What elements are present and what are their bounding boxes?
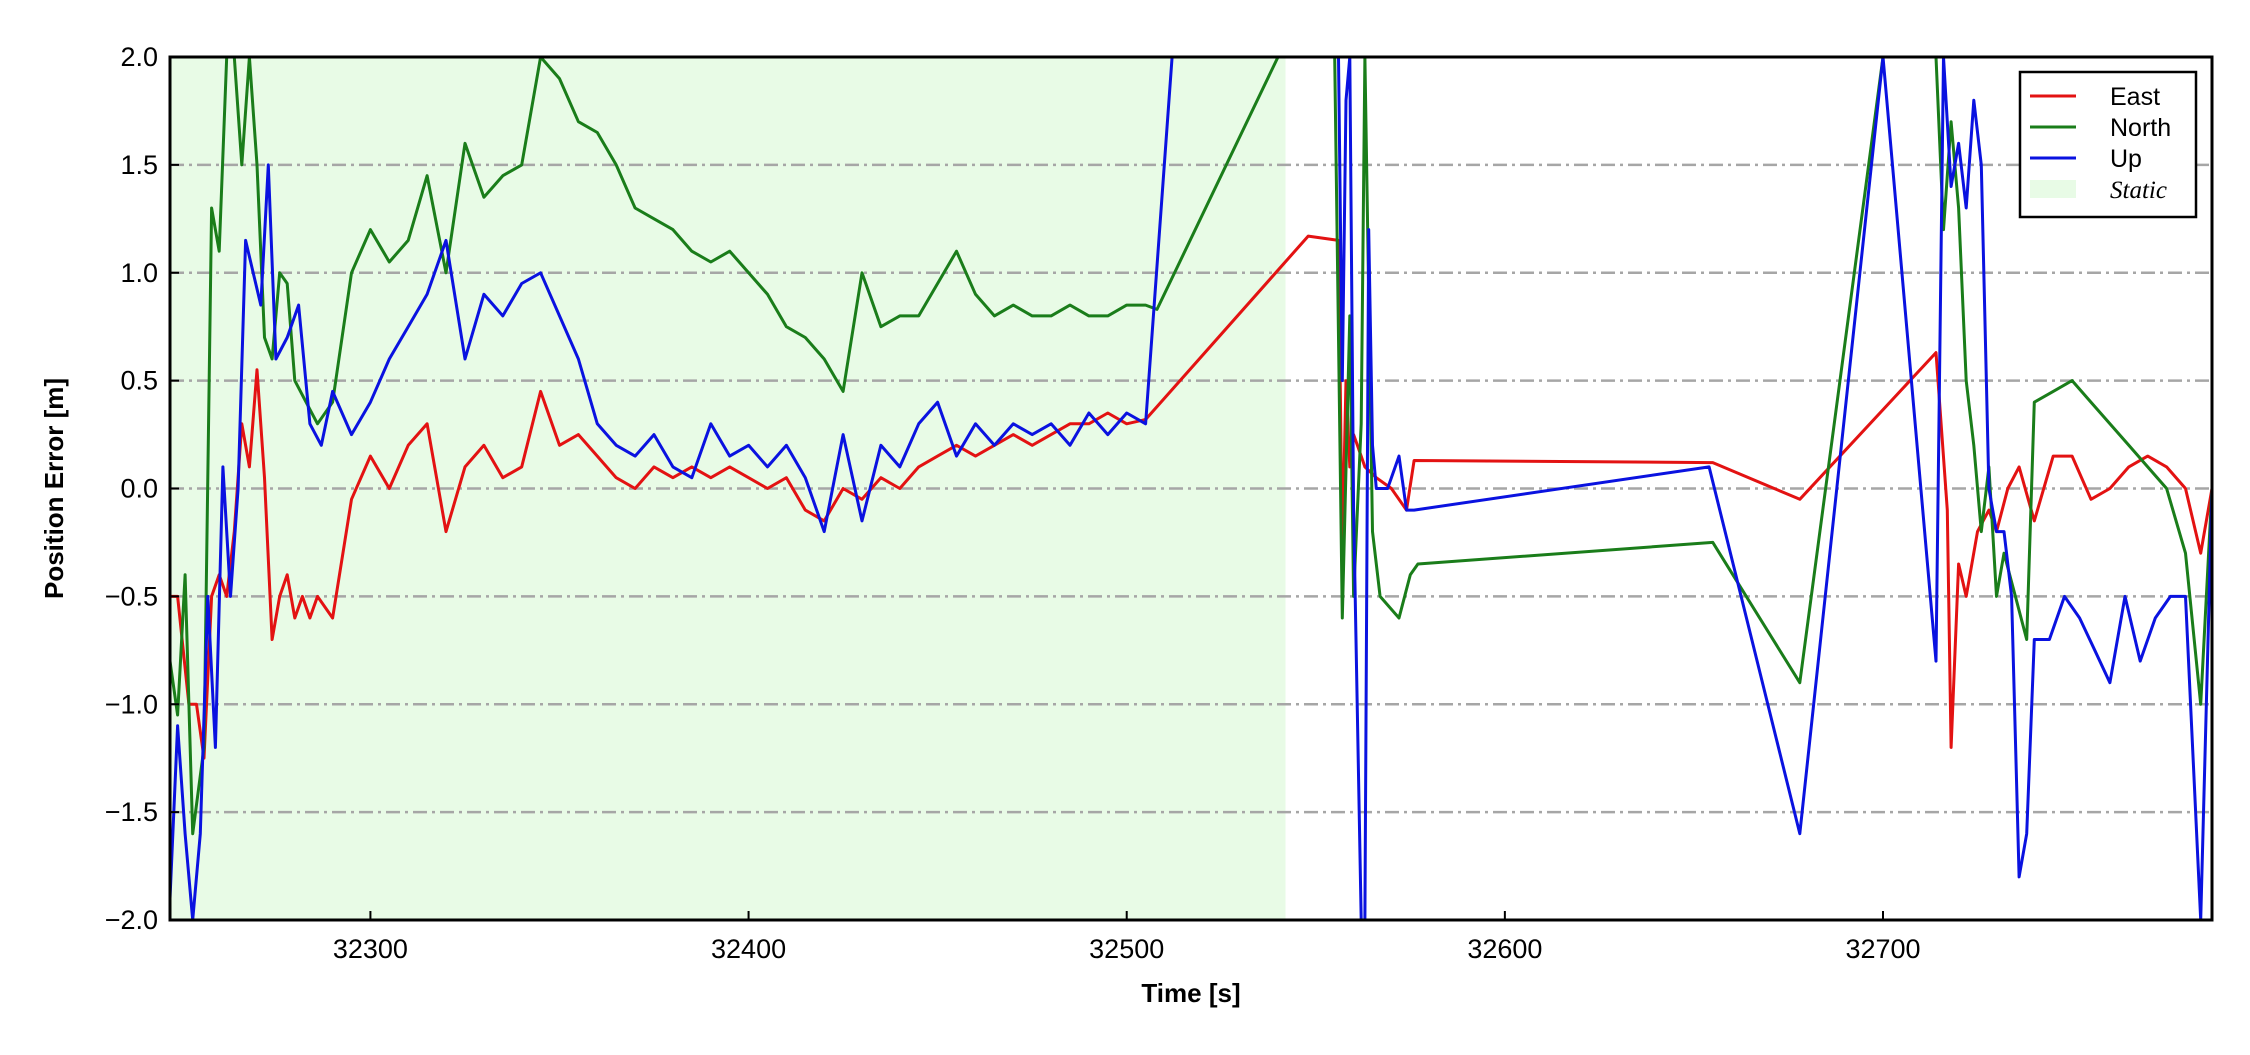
x-tick-label: 32400	[711, 934, 786, 964]
legend-label: East	[2110, 83, 2160, 111]
legend-swatch	[2030, 180, 2076, 198]
grid-lines	[170, 163, 2212, 814]
y-axis-title: Position Error [m]	[39, 378, 69, 599]
y-tick-label: −1.5	[105, 797, 158, 827]
x-tick-label: 32300	[333, 934, 408, 964]
legend-label: Static	[2110, 177, 2167, 204]
legend-label: Up	[2110, 145, 2142, 173]
y-tick-label: −1.0	[105, 689, 158, 719]
y-tick-label: −0.5	[105, 581, 158, 611]
y-tick-label: 0.0	[120, 474, 158, 504]
series-line-east	[170, 234, 2212, 760]
y-tick-label: −2.0	[105, 905, 158, 935]
series-line-north	[170, 57, 2212, 836]
legend: East North Up Static	[2018, 70, 2198, 219]
series-lines	[170, 57, 2212, 920]
y-tick-label: 1.0	[120, 258, 158, 288]
y-tick-label: 0.5	[120, 366, 158, 396]
x-tick-label: 32700	[1845, 934, 1920, 964]
axis-ticks: 2.0 1.5 1.0 0.5 0.0 −0.5 −1.0 −1.5 −2.0 32300 3240…	[105, 42, 1921, 964]
y-tick-label: 1.5	[120, 150, 158, 180]
x-tick-label: 32500	[1089, 934, 1164, 964]
series-line-up	[170, 57, 2212, 920]
y-tick-label: 2.0	[120, 42, 158, 72]
legend-label: North	[2110, 114, 2171, 142]
x-tick-label: 32600	[1467, 934, 1542, 964]
x-axis-title: Time [s]	[1141, 978, 1240, 1008]
